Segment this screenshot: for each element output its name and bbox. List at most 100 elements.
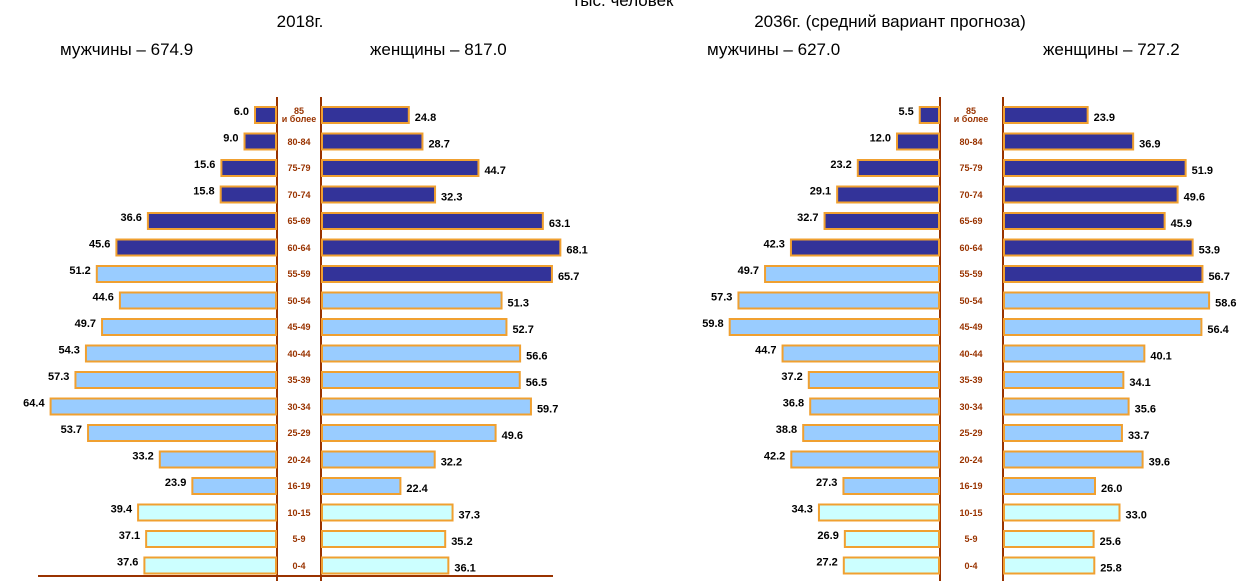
value-label: 27.3	[816, 477, 837, 489]
category-label: 70-74	[287, 189, 311, 200]
value-label: 42.3	[764, 238, 785, 250]
category-label: 85 и более	[953, 106, 989, 124]
bar	[101, 318, 277, 336]
category-label: 10-15	[287, 507, 311, 518]
bar	[95, 265, 277, 283]
bar	[158, 450, 277, 469]
category-label: 65-69	[959, 216, 983, 226]
value-label: 35.2	[451, 536, 472, 548]
bar	[790, 450, 940, 469]
bar	[321, 291, 503, 310]
bar	[1003, 371, 1125, 389]
category-label: 50-54	[959, 295, 983, 306]
value-label: 42.2	[764, 450, 785, 462]
bar	[842, 477, 941, 495]
bar	[1003, 106, 1089, 124]
bar	[321, 212, 544, 230]
bar	[817, 503, 941, 522]
value-label: 53.9	[1199, 244, 1220, 256]
value-label: 33.7	[1128, 430, 1149, 442]
value-label: 51.3	[508, 297, 529, 309]
value-label: 25.8	[1100, 562, 1121, 574]
bar	[1003, 159, 1187, 177]
category-label: 10-15	[959, 507, 983, 518]
category-label: 20-24	[287, 454, 311, 465]
value-label: 25.6	[1100, 536, 1121, 548]
bar	[789, 238, 941, 257]
value-label: 56.4	[1207, 324, 1229, 336]
bar	[1003, 265, 1204, 283]
value-label: 36.8	[783, 397, 804, 409]
value-label: 32.7	[797, 212, 818, 224]
value-label: 33.0	[1126, 509, 1147, 521]
bar	[321, 185, 437, 204]
bar	[146, 212, 277, 230]
value-label: 45.6	[89, 238, 110, 250]
bar	[1003, 212, 1166, 230]
category-label: 70-74	[959, 189, 983, 200]
value-label: 37.6	[117, 556, 138, 568]
value-label: 39.4	[111, 503, 133, 515]
category-label: 85 и более	[281, 106, 317, 124]
value-label: 59.7	[537, 403, 558, 415]
value-label: 56.7	[1208, 271, 1229, 283]
value-label: 57.3	[48, 371, 69, 383]
bar	[49, 397, 277, 416]
value-label: 53.7	[61, 424, 82, 436]
category-label: 5-9	[964, 534, 978, 544]
value-label: 12.0	[870, 132, 891, 144]
bar	[118, 291, 278, 310]
bar	[1003, 450, 1144, 469]
value-label: 36.9	[1139, 138, 1160, 150]
value-label: 65.7	[558, 271, 579, 283]
value-label: 28.7	[428, 138, 449, 150]
category-label: 25-29	[959, 428, 983, 438]
bar	[191, 477, 278, 495]
bar	[321, 397, 532, 416]
value-label: 49.7	[738, 265, 759, 277]
value-label: 58.6	[1215, 297, 1236, 309]
bar	[764, 265, 940, 283]
bar	[809, 397, 941, 416]
value-label: 35.6	[1135, 403, 1156, 415]
category-label: 16-19	[287, 481, 311, 491]
value-label: 45.9	[1171, 218, 1192, 230]
category-label: 80-84	[287, 136, 311, 147]
value-label: 26.9	[817, 530, 838, 542]
bar	[321, 159, 480, 177]
bar	[1003, 503, 1121, 522]
category-label: 55-59	[287, 269, 311, 279]
value-label: 33.2	[132, 450, 153, 462]
category-label: 16-19	[959, 481, 983, 491]
value-label: 24.8	[415, 112, 436, 124]
value-label: 56.5	[526, 377, 547, 389]
legend-entry: женщины – 727.2	[1043, 40, 1180, 59]
bar	[1003, 344, 1146, 363]
value-label: 32.2	[441, 456, 462, 468]
category-label: 75-79	[287, 163, 311, 173]
chart-title: 2036г. (средний вариант прогноза)	[754, 12, 1026, 31]
value-label: 37.1	[119, 530, 140, 542]
bar	[321, 530, 447, 548]
value-label: 5.5	[898, 106, 913, 118]
legend-entry: женщины – 817.0	[370, 40, 507, 59]
category-label: 45-49	[287, 322, 311, 332]
bar	[84, 344, 277, 363]
bar	[737, 291, 941, 310]
bar	[843, 530, 940, 548]
value-label: 68.1	[566, 244, 587, 256]
bar	[220, 159, 277, 177]
value-label: 56.6	[526, 350, 547, 362]
value-label: 49.6	[502, 430, 523, 442]
bar	[321, 450, 436, 469]
bar	[1003, 185, 1179, 204]
category-label: 30-34	[287, 401, 311, 412]
bar	[918, 106, 940, 124]
value-label: 44.6	[92, 291, 113, 303]
value-label: 39.6	[1149, 456, 1170, 468]
bar	[781, 344, 940, 363]
bar	[145, 530, 277, 548]
value-label: 63.1	[549, 218, 570, 230]
value-label: 36.1	[454, 562, 475, 574]
